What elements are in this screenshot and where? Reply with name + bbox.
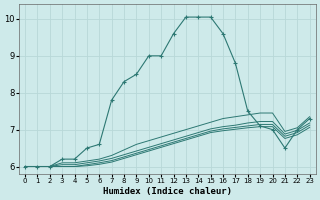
X-axis label: Humidex (Indice chaleur): Humidex (Indice chaleur)	[103, 187, 232, 196]
